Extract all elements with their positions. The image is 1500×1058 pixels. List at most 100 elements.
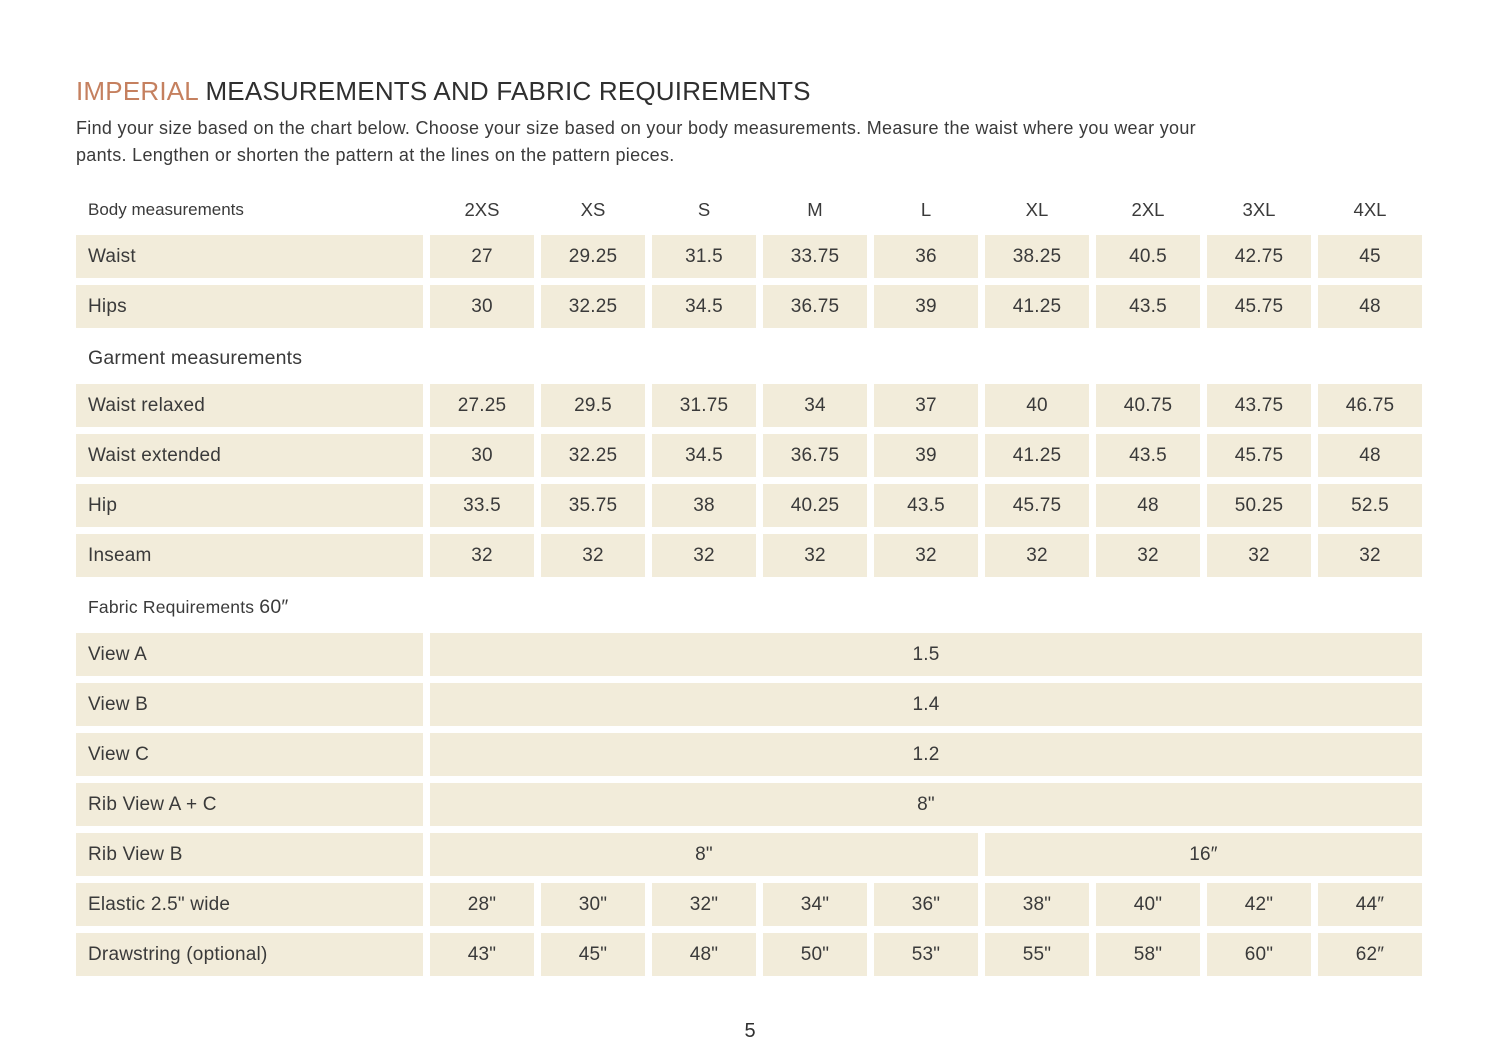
- value-cell: 38": [985, 883, 1089, 926]
- size-col-2xs: 2XS: [464, 199, 500, 220]
- value-cell: 33.5: [430, 484, 534, 527]
- page-title-rest: MEASUREMENTS AND FABRIC REQUIREMENTS: [198, 76, 811, 106]
- intro-line-1: Find your size based on the chart below.…: [76, 118, 1196, 138]
- value-cell: 32: [763, 534, 867, 577]
- value-cell: 50": [763, 933, 867, 976]
- value-cell: 27: [430, 235, 534, 278]
- body-measurements-header: Body measurements: [88, 200, 244, 219]
- value-cell: 32.25: [541, 434, 645, 477]
- value-cell: 39: [874, 285, 978, 328]
- value-cell: 30: [430, 434, 534, 477]
- row-label-inseam: Inseam: [76, 534, 423, 577]
- row-label-waist-extended: Waist extended: [76, 434, 423, 477]
- value-cell: 38: [652, 484, 756, 527]
- row-label-waist-relaxed: Waist relaxed: [76, 384, 423, 427]
- value-cell: 36.75: [763, 285, 867, 328]
- page-title-accent: IMPERIAL: [76, 76, 199, 106]
- size-col-xl: XL: [1025, 199, 1049, 220]
- value-cell: 34.5: [652, 434, 756, 477]
- value-cell: 55": [985, 933, 1089, 976]
- value-cell: 32: [1096, 534, 1200, 577]
- intro-line-2: pants. Lengthen or shorten the pattern a…: [76, 145, 675, 165]
- value-cell: 37: [874, 384, 978, 427]
- row-label-rib-view-b: Rib View B: [76, 833, 423, 876]
- value-cell: 36": [874, 883, 978, 926]
- value-cell-span-right: 16″: [985, 833, 1422, 876]
- value-cell: 42": [1207, 883, 1311, 926]
- value-cell: 41.25: [985, 285, 1089, 328]
- fabric-requirements-table: View A 1.5 View B 1.4 View C 1.2 Rib Vie…: [76, 633, 1424, 976]
- value-cell-span-all: 8": [430, 783, 1422, 826]
- value-cell: 41.25: [985, 434, 1089, 477]
- value-cell: 45": [541, 933, 645, 976]
- value-cell: 44″: [1318, 883, 1422, 926]
- intro-paragraph: Find your size based on the chart below.…: [76, 115, 1424, 169]
- page-number: 5: [744, 1020, 756, 1042]
- value-cell: 32: [1318, 534, 1422, 577]
- value-cell: 32.25: [541, 285, 645, 328]
- value-cell: 45.75: [1207, 434, 1311, 477]
- size-col-xs: XS: [580, 199, 606, 220]
- value-cell-span-all: 1.4: [430, 683, 1422, 726]
- value-cell: 29.25: [541, 235, 645, 278]
- value-cell: 52.5: [1318, 484, 1422, 527]
- fabric-heading-text: Fabric Requirements: [88, 597, 255, 617]
- value-cell: 32: [985, 534, 1089, 577]
- value-cell: 30: [430, 285, 534, 328]
- value-cell: 45.75: [1207, 285, 1311, 328]
- value-cell: 43": [430, 933, 534, 976]
- value-cell-span-all: 1.2: [430, 733, 1422, 776]
- row-label-elastic: Elastic 2.5" wide: [76, 883, 423, 926]
- value-cell: 29.5: [541, 384, 645, 427]
- value-cell: 60": [1207, 933, 1311, 976]
- row-label-view-a: View A: [76, 633, 423, 676]
- size-col-4xl: 4XL: [1353, 199, 1387, 220]
- value-cell: 40.75: [1096, 384, 1200, 427]
- size-header-row: Body measurements 2XS XS S M L XL 2XL 3X…: [76, 199, 1424, 221]
- value-cell: 53": [874, 933, 978, 976]
- value-cell: 62″: [1318, 933, 1422, 976]
- value-cell: 48: [1318, 285, 1422, 328]
- value-cell: 48": [652, 933, 756, 976]
- value-cell: 32: [652, 534, 756, 577]
- value-cell: 40.25: [763, 484, 867, 527]
- value-cell: 32": [652, 883, 756, 926]
- row-label-rib-view-a-c: Rib View A + C: [76, 783, 423, 826]
- row-label-drawstring: Drawstring (optional): [76, 933, 423, 976]
- fabric-heading-width: 60″: [259, 596, 289, 618]
- value-cell: 31.5: [652, 235, 756, 278]
- body-measurements-table: Waist 27 29.25 31.5 33.75 36 38.25 40.5 …: [76, 235, 1424, 328]
- value-cell: 43.5: [1096, 285, 1200, 328]
- page-title: IMPERIAL MEASUREMENTS AND FABRIC REQUIRE…: [76, 76, 1424, 107]
- value-cell: 34.5: [652, 285, 756, 328]
- value-cell: 38.25: [985, 235, 1089, 278]
- row-label-hips: Hips: [76, 285, 423, 328]
- page-content: IMPERIAL MEASUREMENTS AND FABRIC REQUIRE…: [76, 76, 1424, 976]
- size-col-s: S: [697, 199, 711, 220]
- value-cell: 31.75: [652, 384, 756, 427]
- row-label-hip: Hip: [76, 484, 423, 527]
- value-cell: 32: [541, 534, 645, 577]
- value-cell: 34": [763, 883, 867, 926]
- fabric-requirements-heading: Fabric Requirements 60″: [88, 596, 1424, 619]
- value-cell-span-left: 8": [430, 833, 978, 876]
- value-cell: 27.25: [430, 384, 534, 427]
- value-cell: 34: [763, 384, 867, 427]
- value-cell: 48: [1096, 484, 1200, 527]
- value-cell: 39: [874, 434, 978, 477]
- value-cell: 36.75: [763, 434, 867, 477]
- value-cell: 40.5: [1096, 235, 1200, 278]
- value-cell: 43.5: [874, 484, 978, 527]
- value-cell: 48: [1318, 434, 1422, 477]
- size-col-2xl: 2XL: [1131, 199, 1165, 220]
- garment-measurements-table: Waist relaxed 27.25 29.5 31.75 34 37 40 …: [76, 384, 1424, 577]
- value-cell: 40: [985, 384, 1089, 427]
- value-cell: 32: [1207, 534, 1311, 577]
- value-cell: 45.75: [985, 484, 1089, 527]
- value-cell: 43.5: [1096, 434, 1200, 477]
- value-cell: 35.75: [541, 484, 645, 527]
- value-cell-span-all: 1.5: [430, 633, 1422, 676]
- size-col-l: L: [920, 199, 932, 220]
- row-label-waist: Waist: [76, 235, 423, 278]
